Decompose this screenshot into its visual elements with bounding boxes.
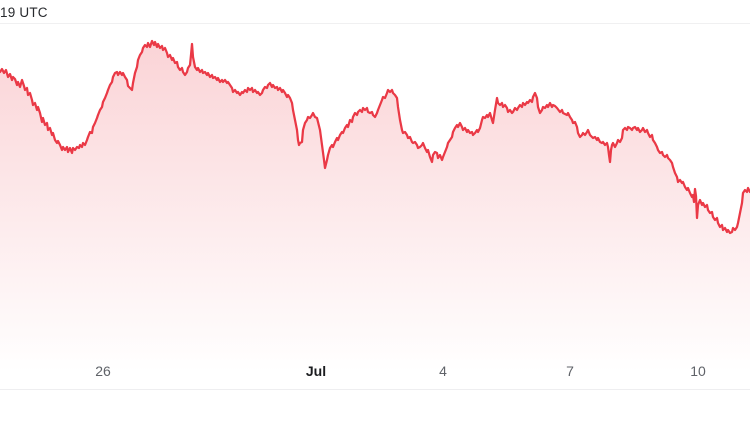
price-chart[interactable] [0,0,750,390]
price-area [0,41,750,390]
x-axis-baseline [0,389,750,390]
top-divider [0,23,750,24]
price-line [0,39,750,235]
timestamp-label: 19 UTC [0,5,48,20]
